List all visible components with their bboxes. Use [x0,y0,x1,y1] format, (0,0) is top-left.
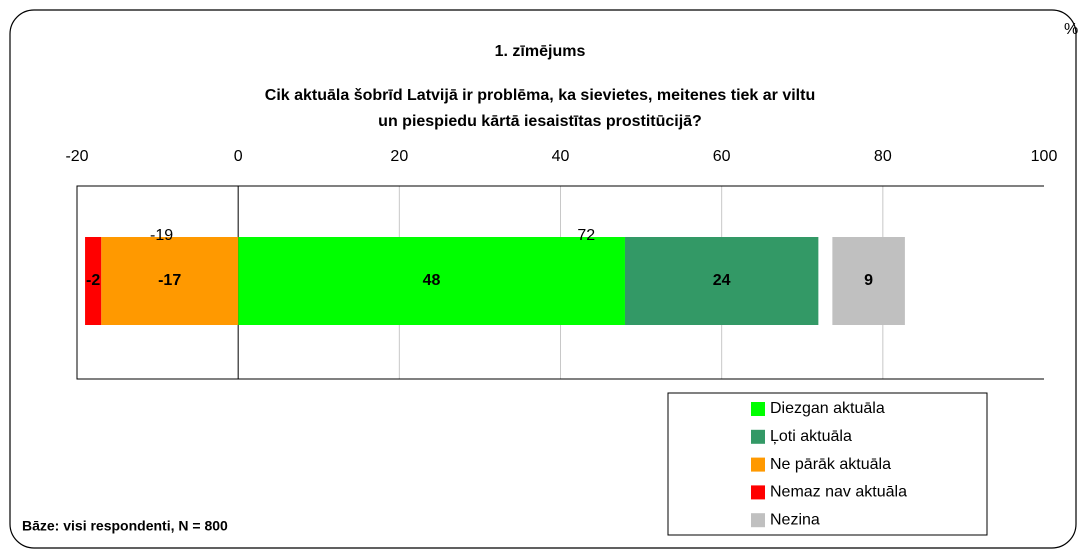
bar [85,237,102,325]
data-label: 9 [864,272,873,289]
x-tick-label: 0 [234,148,243,165]
bar [238,237,625,325]
x-tick-label: -20 [65,148,88,165]
legend-swatch [751,429,765,444]
legend-swatch [751,457,765,472]
legend-label: Nezina [770,511,820,528]
x-tick-label: 20 [390,148,408,165]
legend-swatch [751,402,765,416]
plot-frame [76,185,1044,380]
x-tick-label: 60 [713,148,731,165]
data-label: -2 [86,272,100,289]
legend-label: Ļoti aktuāla [770,428,852,445]
chart-title: Cik aktuāla šobrīd Latvijā ir problēma, … [265,87,815,104]
bar [832,237,905,325]
legend-label: Diezgan aktuāla [770,400,885,417]
unit-label: % [1064,21,1078,38]
legend-swatch [751,513,765,528]
total-label: -19 [150,227,173,244]
bar [101,237,239,325]
x-tick-label: 80 [874,148,892,165]
x-tick-label: 100 [1031,148,1058,165]
chart-title: 1. zīmējums [495,43,586,60]
data-label: -17 [158,272,181,289]
bar [624,237,819,325]
x-tick-label: 40 [552,148,570,165]
legend-label: Ne pārāk aktuāla [770,456,891,473]
total-label: 72 [577,227,595,244]
note: Bāze: visi respondenti, N = 800 [22,518,228,534]
data-label: 48 [423,272,441,289]
legend-frame [667,392,988,536]
legend-swatch [751,485,765,500]
data-label: 24 [713,272,731,289]
chart-title: un piespiedu kārtā iesaistītas prostitūc… [378,113,702,130]
legend-label: Nemaz nav aktuāla [770,484,907,501]
